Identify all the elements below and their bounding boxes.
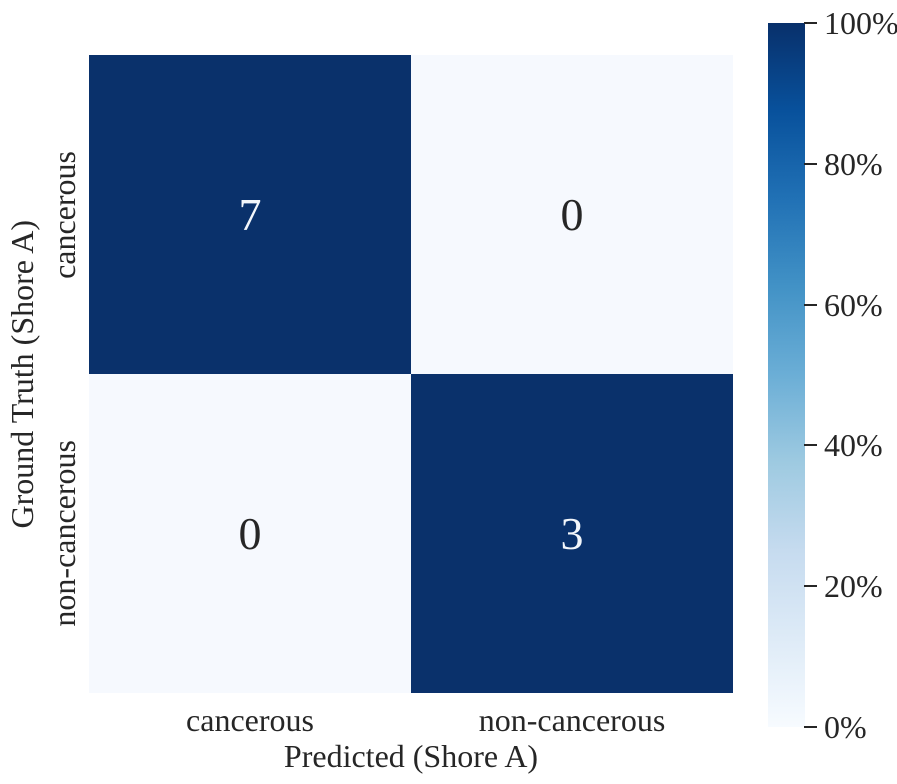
colorbar-tick-label-0: 100%: [824, 5, 897, 41]
x-tick-label-0: cancerous: [186, 702, 314, 738]
colorbar-tick-mark-0: [804, 22, 817, 24]
x-axis-label: Predicted (Shore A): [89, 738, 733, 780]
colorbar-tick-mark-5: [804, 726, 817, 728]
x-tick-labels: cancerous non-cancerous: [89, 702, 733, 738]
y-tick-label-1: non-cancerous: [45, 440, 82, 627]
colorbar-tick-mark-1: [804, 162, 817, 165]
y-axis-label-text: Ground Truth (Shore A): [3, 219, 40, 529]
colorbar-tick-mark-2: [804, 303, 817, 306]
colorbar-tick-label-3: 40%: [824, 427, 883, 464]
colorbar-tick-label-5: 0%: [824, 709, 867, 745]
colorbar: 100% 80% 60% 40% 20% 0%: [768, 7, 897, 743]
y-tick-label-0: cancerous: [45, 150, 82, 279]
y-axis-label: Ground Truth (Shore A): [2, 55, 42, 693]
colorbar-gradient: [768, 23, 805, 727]
colorbar-tick-label-4: 20%: [824, 568, 883, 605]
heatmap-cell-r1-c1: 3: [411, 374, 733, 693]
colorbar-tick-label-2: 60%: [824, 286, 883, 323]
heatmap-cell-r0-c1: 0: [411, 55, 733, 374]
colorbar-tick-mark-4: [804, 585, 817, 588]
colorbar-tick-mark-3: [804, 444, 817, 447]
x-axis-label-text: Predicted (Shore A): [283, 738, 539, 774]
x-tick-label-1: non-cancerous: [478, 702, 666, 738]
heatmap-cell-r1-c0: 0: [89, 374, 411, 693]
colorbar-tick-label-1: 80%: [824, 145, 883, 182]
y-tick-labels: cancerous non-cancerous: [42, 55, 86, 693]
heatmap-cell-r0-c0: 7: [89, 55, 411, 374]
